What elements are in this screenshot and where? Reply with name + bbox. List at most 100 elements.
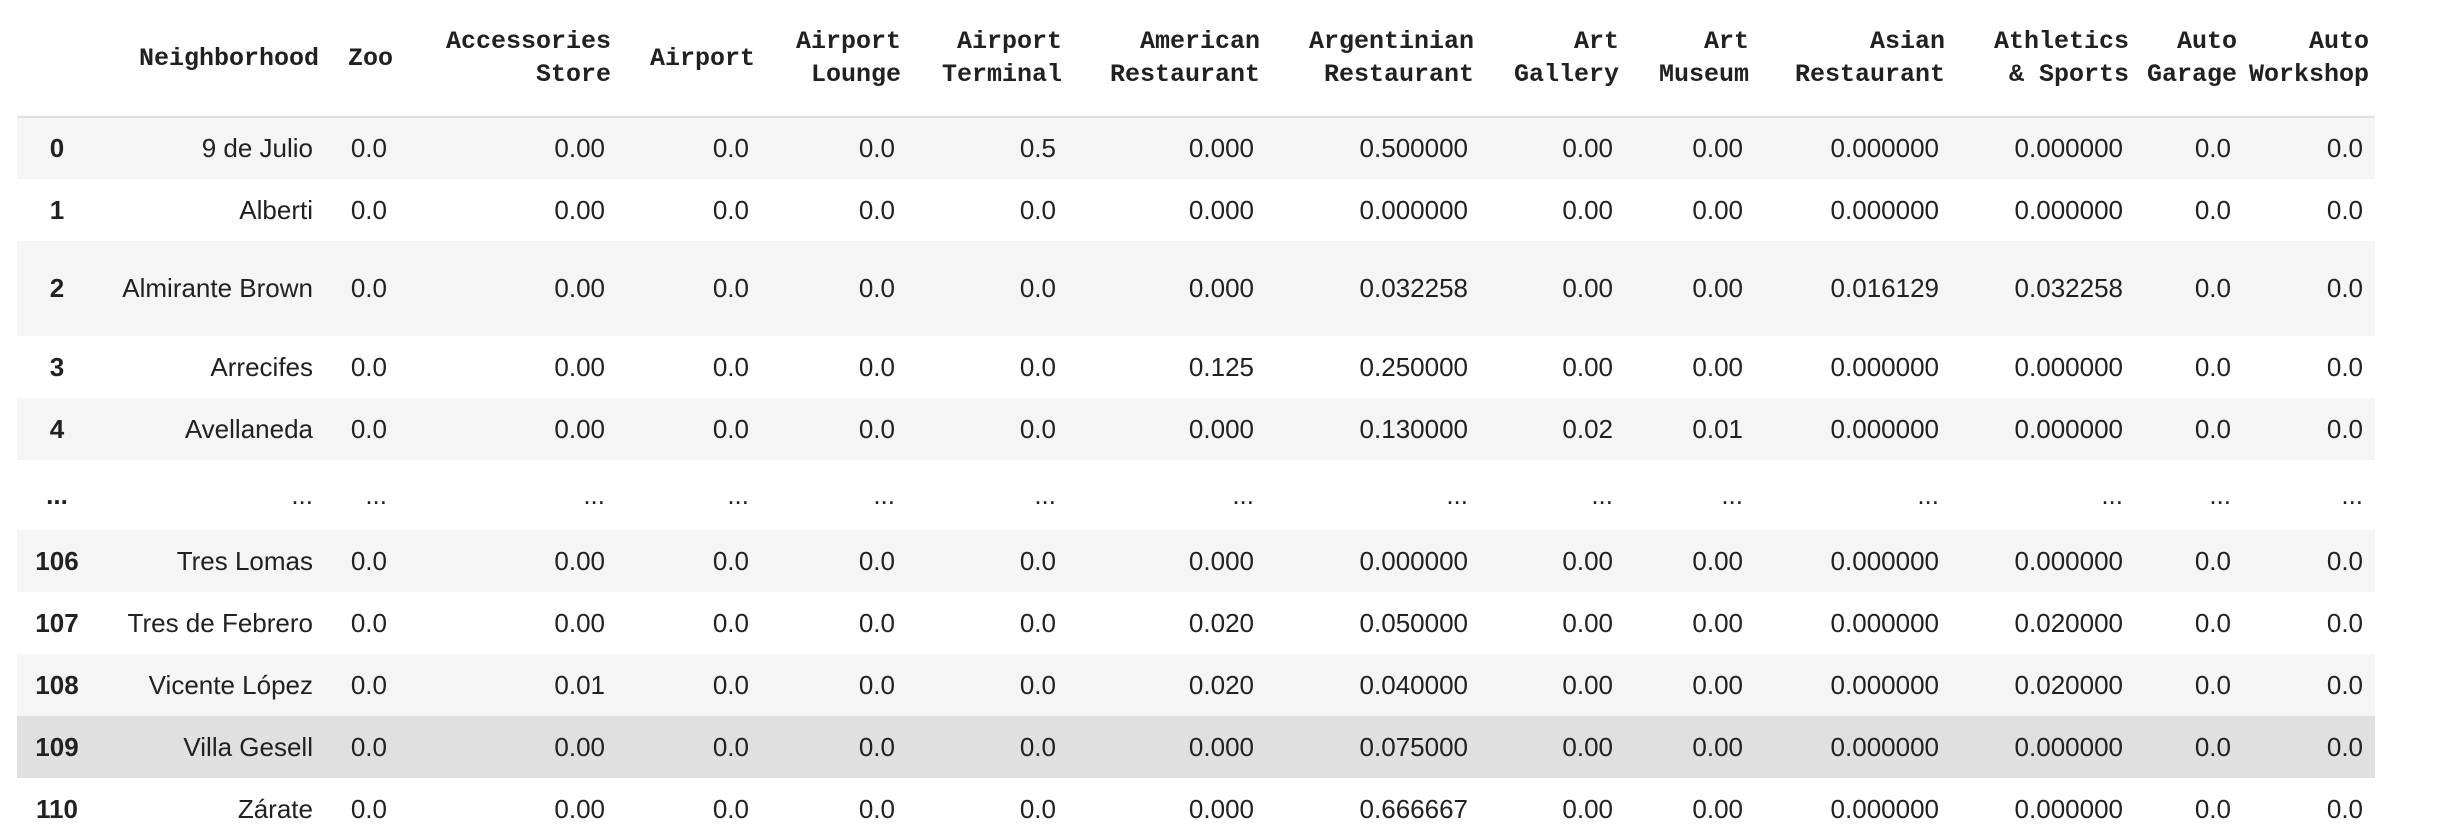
value-cell: 0.0 (858, 607, 895, 638)
value-cell: 0.000000 (2014, 133, 2123, 163)
value-cell: 0.0 (2194, 607, 2231, 638)
value-cell: ... (2341, 479, 2364, 510)
value-cell: 0.00 (1692, 793, 1743, 824)
value-cell: 0.00 (554, 545, 605, 576)
value-cell: 0.0 (858, 413, 895, 444)
column-header-neighborhood: Neighborhood (97, 0, 325, 118)
neighborhood-cell: 9 de Julio (201, 133, 313, 163)
table-row: 107 Tres de Febrero 0.0 0.00 0.0 0.0 0.0 0.020 0… (17, 592, 2376, 654)
value-cell: ... (1034, 479, 1056, 510)
table-row: 108 Vicente López 0.0 0.01 0.0 0.0 0.0 0.020 0.0… (17, 654, 2376, 716)
table-row: 109 Villa Gesell 0.0 0.00 0.0 0.0 0.0 0.000 0.07… (17, 716, 2376, 778)
value-cell: 0.0 (350, 731, 387, 762)
value-cell: 0.0 (2326, 793, 2364, 824)
value-cell: 0.00 (1562, 351, 1613, 382)
value-cell: 0.0 (712, 273, 749, 303)
row-index-cell: 106 (35, 545, 79, 576)
header-row: Neighborhood Zoo Accessories Store Airpo… (17, 0, 2376, 118)
value-cell: 0.040000 (1359, 669, 1468, 700)
neighborhood-cell: ... (291, 479, 313, 510)
value-cell: 0.00 (554, 133, 605, 163)
table-row: 0 9 de Julio 0.0 0.00 0.0 0.0 0.5 0.000 0.500000… (17, 117, 2376, 179)
value-cell: 0.00 (1562, 607, 1613, 638)
column-header-index (17, 0, 97, 118)
value-cell: 0.0 (712, 545, 749, 576)
value-cell: 0.000000 (1830, 413, 1939, 444)
value-cell: 0.0 (2326, 607, 2364, 638)
row-index-cell: 108 (35, 669, 79, 700)
value-cell: 0.0 (2326, 731, 2364, 762)
table-row: 2 Almirante Brown 0.0 0.00 0.0 0.0 0.0 0.000 0.0… (17, 241, 2376, 336)
value-cell: 0.020 (1188, 669, 1254, 700)
value-cell: 0.0 (1019, 731, 1056, 762)
value-cell: 0.0 (858, 793, 895, 824)
value-cell: 0.0 (350, 793, 387, 824)
value-cell: 0.0 (1019, 669, 1056, 700)
value-cell: 0.0 (1019, 273, 1056, 303)
value-cell: 0.00 (1562, 194, 1613, 225)
value-cell: ... (365, 479, 387, 510)
value-cell: 0.666667 (1359, 793, 1468, 824)
table-row: 106 Tres Lomas 0.0 0.00 0.0 0.0 0.0 0.000 0.0000… (17, 530, 2376, 592)
value-cell: ... (583, 479, 605, 510)
value-cell: 0.00 (554, 194, 605, 225)
value-cell: 0.0 (350, 545, 387, 576)
value-cell: 0.000 (1188, 273, 1254, 303)
value-cell: 0.0 (2326, 413, 2364, 444)
value-cell: 0.050000 (1359, 607, 1468, 638)
value-cell: 0.000000 (1830, 669, 1939, 700)
value-cell: 0.0 (2194, 669, 2231, 700)
value-cell: 0.0 (350, 273, 387, 303)
value-cell: 0.01 (1692, 413, 1743, 444)
value-cell: 0.0 (1019, 194, 1056, 225)
value-cell: 0.00 (554, 351, 605, 382)
value-cell: 0.0 (2326, 194, 2364, 225)
value-cell: 0.5 (1019, 133, 1056, 163)
value-cell: 0.0 (2194, 351, 2231, 382)
neighborhood-cell: Almirante Brown (122, 273, 313, 303)
value-cell: 0.0 (2326, 273, 2364, 303)
value-cell: 0.0 (712, 351, 749, 382)
value-cell: 0.00 (554, 273, 605, 303)
neighborhood-cell: Avellaneda (184, 413, 313, 444)
value-cell: 0.000 (1188, 793, 1254, 824)
value-cell: 0.00 (1562, 273, 1613, 303)
value-cell: 0.020000 (2014, 607, 2123, 638)
table-row: 4 Avellaneda 0.0 0.00 0.0 0.0 0.0 0.000 0.130000… (17, 398, 2376, 460)
value-cell: 0.0 (858, 669, 895, 700)
column-header-athletics-sports: Athletics & Sports (1951, 0, 2135, 118)
value-cell: 0.00 (554, 413, 605, 444)
value-cell: 0.032258 (1359, 273, 1468, 303)
value-cell: 0.00 (554, 793, 605, 824)
value-cell: 0.000 (1188, 413, 1254, 444)
row-index-cell: 3 (49, 351, 65, 382)
column-header-art-museum: Art Museum (1625, 0, 1755, 118)
value-cell: ... (1446, 479, 1468, 510)
value-cell: 0.000000 (2014, 351, 2123, 382)
column-header-art-gallery: Art Gallery (1480, 0, 1625, 118)
column-header-argentinian-restaurant: Argentinian Restaurant (1266, 0, 1480, 118)
value-cell: 0.000000 (2014, 545, 2123, 576)
value-cell: ... (2101, 479, 2123, 510)
value-cell: 0.000000 (2014, 413, 2123, 444)
value-cell: 0.000 (1188, 133, 1254, 163)
value-cell: 0.075000 (1359, 731, 1468, 762)
value-cell: 0.500000 (1359, 133, 1468, 163)
value-cell: 0.0 (2194, 731, 2231, 762)
value-cell: 0.0 (2194, 133, 2231, 163)
value-cell: 0.0 (2194, 793, 2231, 824)
row-index-cell: 107 (35, 607, 79, 638)
value-cell: 0.00 (1692, 351, 1743, 382)
value-cell: 0.0 (2194, 413, 2231, 444)
column-header-auto-workshop: Auto Workshop (2243, 0, 2376, 118)
value-cell: 0.032258 (2014, 273, 2123, 303)
value-cell: 0.01 (554, 669, 605, 700)
value-cell: 0.000 (1188, 545, 1254, 576)
value-cell: 0.00 (1692, 194, 1743, 225)
value-cell: 0.130000 (1359, 413, 1468, 444)
table-row: ........................................… (17, 460, 2376, 530)
value-cell: ... (2209, 479, 2231, 510)
value-cell: 0.020000 (2014, 669, 2123, 700)
value-cell: 0.000000 (1830, 731, 1939, 762)
column-header-accessories-store: Accessories Store (399, 0, 617, 118)
